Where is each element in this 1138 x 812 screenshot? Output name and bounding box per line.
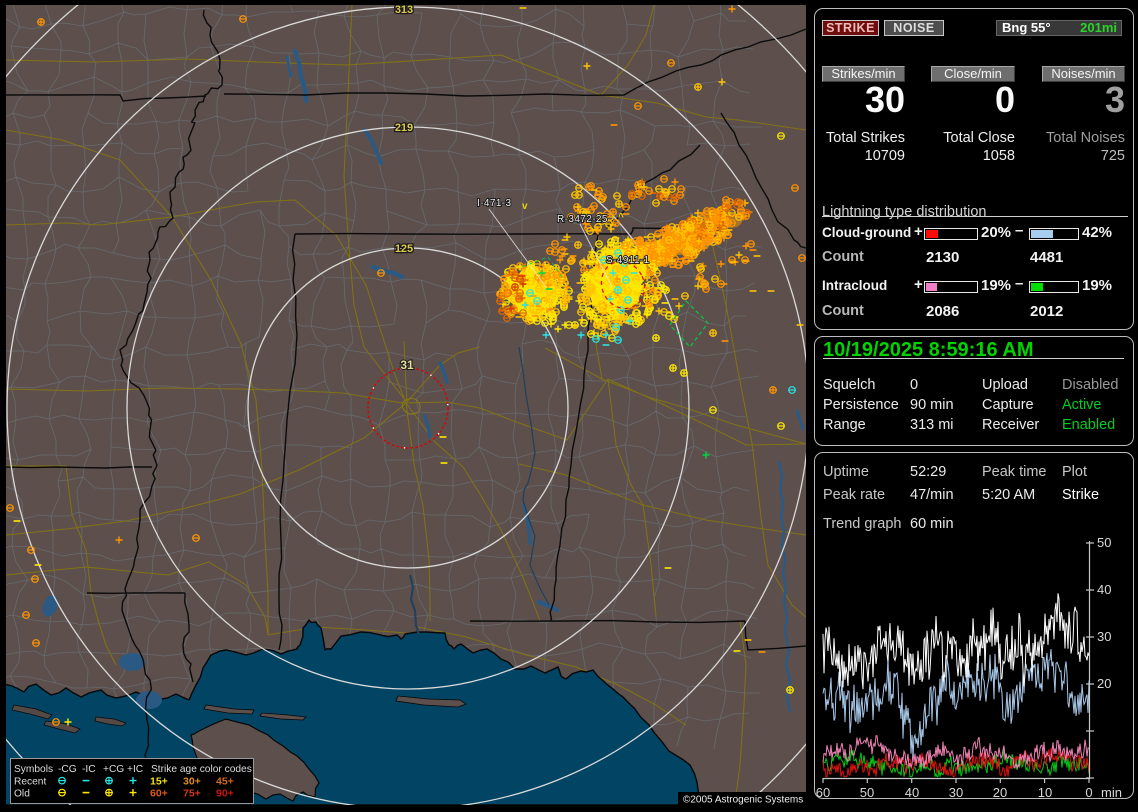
svg-text:S-4911-1: S-4911-1 <box>606 255 650 266</box>
svg-text:©2005 Astrogenic Systems: ©2005 Astrogenic Systems <box>683 795 803 806</box>
svg-text:40: 40 <box>1097 582 1111 597</box>
svg-text:Recent: Recent <box>14 777 46 788</box>
svg-text:219: 219 <box>395 122 413 134</box>
svg-text:10: 10 <box>1038 785 1052 800</box>
svg-text:30: 30 <box>949 785 963 800</box>
svg-text:Strike age color codes: Strike age color codes <box>151 764 252 775</box>
svg-text:30: 30 <box>1097 629 1111 644</box>
svg-text:+IC: +IC <box>127 764 143 775</box>
svg-text:20: 20 <box>1097 676 1111 691</box>
svg-text:60: 60 <box>816 785 830 800</box>
svg-text:I-471-3: I-471-3 <box>477 198 512 209</box>
svg-text:R-3472-25: R-3472-25 <box>557 214 608 225</box>
svg-text:0: 0 <box>1085 785 1092 800</box>
svg-text:31: 31 <box>400 358 414 372</box>
svg-text:v: v <box>522 201 528 212</box>
svg-text:^: ^ <box>618 212 624 223</box>
svg-text:75+: 75+ <box>183 788 201 800</box>
svg-text:313: 313 <box>395 5 413 16</box>
svg-text:50: 50 <box>1097 535 1111 550</box>
svg-text:30+: 30+ <box>183 776 201 788</box>
svg-text:Symbols: Symbols <box>14 764 53 775</box>
svg-text:Old: Old <box>14 789 30 800</box>
svg-text:125: 125 <box>395 243 413 255</box>
svg-text:45+: 45+ <box>216 776 234 788</box>
svg-text:50: 50 <box>860 785 874 800</box>
svg-text:-IC: -IC <box>82 764 96 775</box>
svg-text:min: min <box>1101 785 1122 800</box>
svg-text:60+: 60+ <box>150 788 168 800</box>
svg-text:15+: 15+ <box>150 776 168 788</box>
svg-text:90+: 90+ <box>216 788 234 800</box>
svg-text:40: 40 <box>905 785 919 800</box>
svg-text:20: 20 <box>993 785 1007 800</box>
svg-text:+CG: +CG <box>103 764 124 775</box>
svg-text:-CG: -CG <box>58 764 77 775</box>
